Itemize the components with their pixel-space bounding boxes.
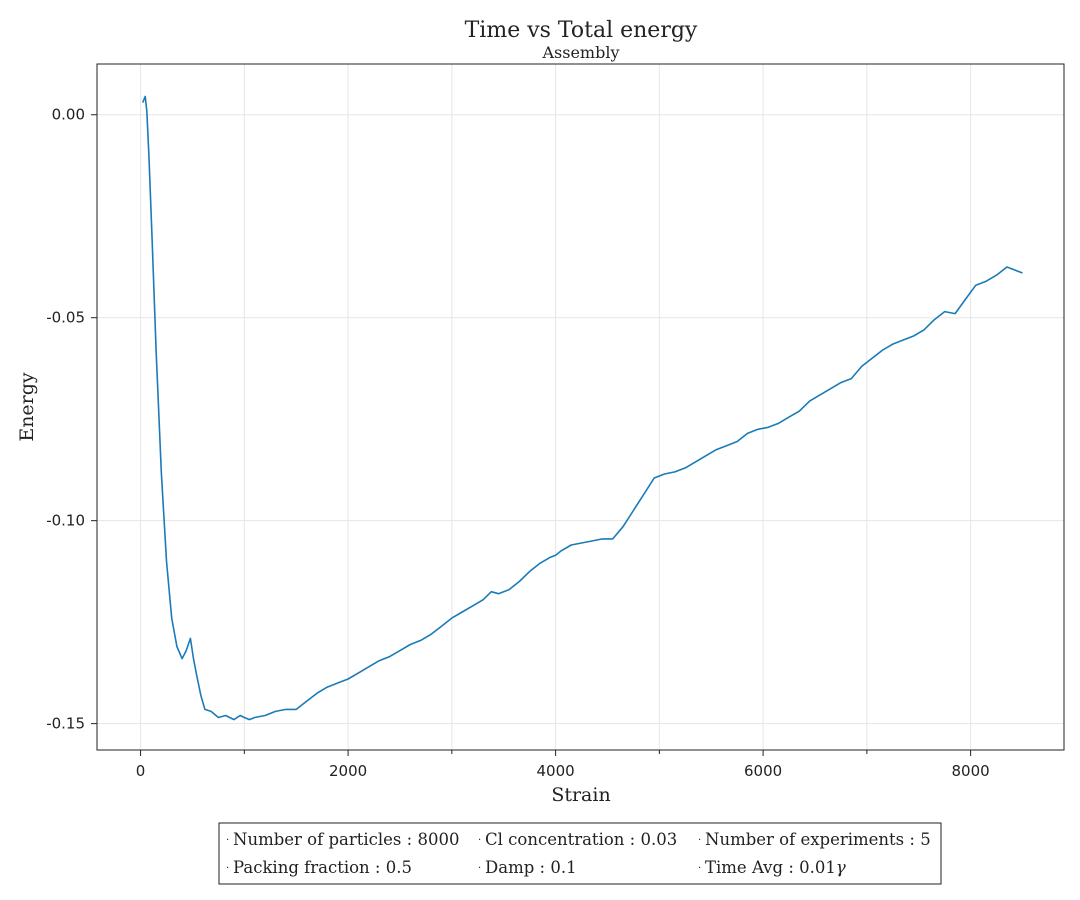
- energy-series-line: [141, 95, 1023, 721]
- plot-frame: [96, 63, 1065, 751]
- legend-marker: ·: [226, 863, 229, 874]
- chart-title: Time vs Total energy: [465, 18, 698, 43]
- legend-item: Cl concentration : 0.03: [485, 830, 677, 849]
- x-tick-label: 6000: [744, 762, 782, 780]
- y-tick-label: -0.15: [46, 715, 85, 733]
- legend-item: Number of experiments : 5: [705, 830, 931, 849]
- legend-item: Packing fraction : 0.5: [233, 858, 412, 877]
- y-tick-label: 0.00: [52, 106, 85, 124]
- tick-labels: 0 2000 4000 6000 8000 0.00 -0.05 -0.10 -0.15: [46, 106, 990, 780]
- legend-item: Damp : 0.1: [485, 858, 577, 877]
- x-tick-label: 2000: [329, 762, 367, 780]
- chart-subtitle: Assembly: [541, 43, 619, 62]
- x-axis-label: Strain: [551, 784, 610, 806]
- legend-item: Time Avg : 0.01γ: [705, 858, 846, 877]
- legend: · Number of particles : 8000 · Cl concentra…: [218, 822, 942, 885]
- y-tick-label: -0.10: [46, 512, 85, 530]
- y-tick-label: -0.05: [46, 309, 85, 327]
- grid: [97, 64, 1064, 750]
- legend-marker: ·: [226, 835, 229, 846]
- legend-item: Number of particles : 8000: [233, 830, 459, 849]
- legend-marker: ·: [478, 835, 481, 846]
- legend-marker: ·: [698, 835, 701, 846]
- series-layer: [141, 95, 1023, 721]
- legend-marker: ·: [698, 863, 701, 874]
- legend-marker: ·: [478, 863, 481, 874]
- x-tick-label: 0: [136, 762, 146, 780]
- axis-ticks: [91, 114, 972, 756]
- legend-box: [218, 822, 942, 885]
- x-tick-label: 4000: [537, 762, 575, 780]
- x-tick-label: 8000: [952, 762, 990, 780]
- y-axis-label: Energy: [16, 372, 38, 442]
